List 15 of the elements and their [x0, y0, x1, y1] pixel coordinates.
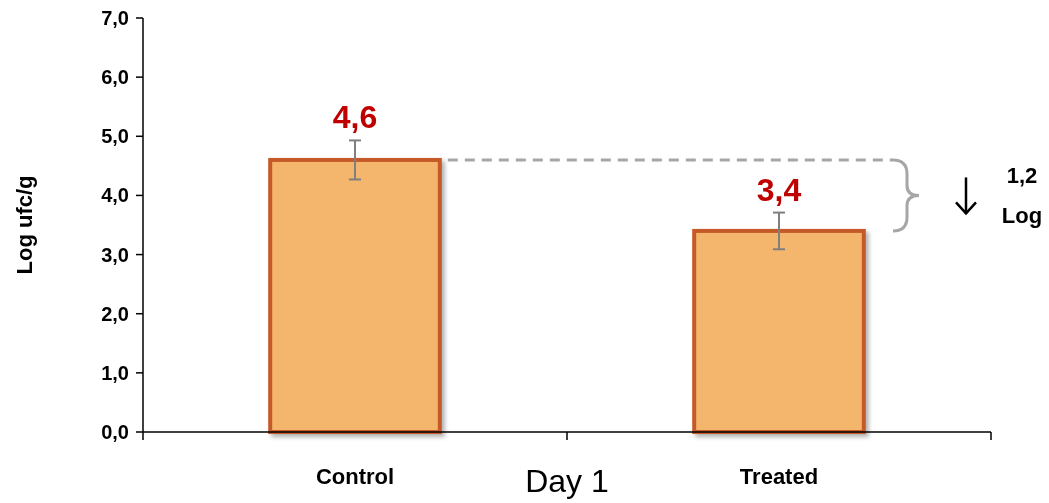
y-tick-label: 4,0	[101, 184, 129, 207]
y-tick-label: 3,0	[101, 243, 129, 266]
data-label: 3,4	[756, 171, 802, 208]
y-tick-label: 6,0	[101, 66, 129, 89]
data-label: 4,6	[332, 99, 378, 136]
y-tick-label: 2,0	[101, 302, 129, 325]
y-tick-label: 7,0	[101, 7, 129, 29]
y-tick-label: 1,0	[101, 361, 129, 384]
y-tick-label: 5,0	[101, 125, 129, 148]
text: 1,2 Log	[1001, 163, 1043, 229]
x-tick-label: Control	[315, 464, 395, 489]
y-axis-title: Log ufc/g	[12, 175, 37, 275]
y-tick-label: 0,0	[101, 421, 129, 443]
x-axis-title: Day 1	[525, 463, 609, 499]
x-tick-label: Treated	[739, 464, 819, 489]
